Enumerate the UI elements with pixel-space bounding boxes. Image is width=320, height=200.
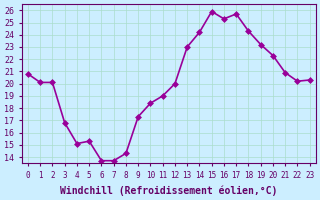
- X-axis label: Windchill (Refroidissement éolien,°C): Windchill (Refroidissement éolien,°C): [60, 185, 277, 196]
